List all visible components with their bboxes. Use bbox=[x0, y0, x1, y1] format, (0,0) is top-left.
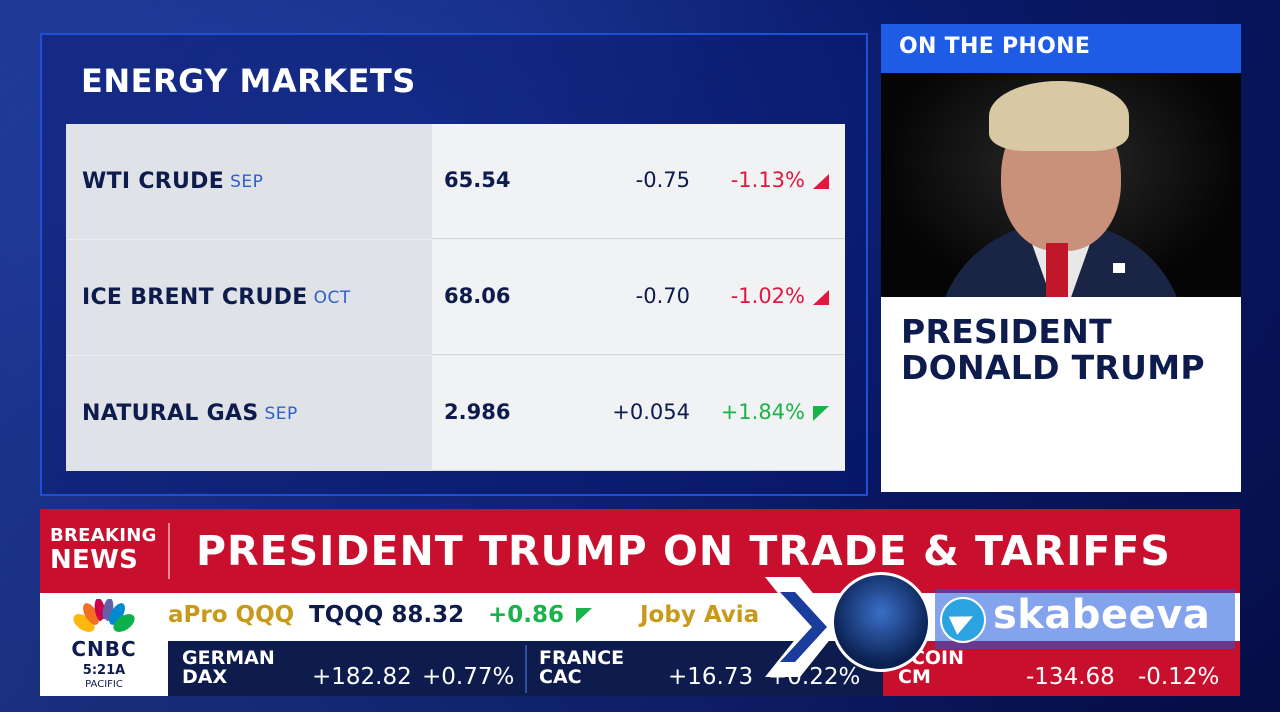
percent-change: +1.84% bbox=[720, 400, 805, 424]
price: 2.986 bbox=[444, 400, 511, 424]
change: +0.054 bbox=[612, 400, 690, 424]
index-value: +182.82 bbox=[312, 664, 412, 690]
divider bbox=[525, 645, 527, 693]
contract-month: SEP bbox=[264, 403, 298, 424]
network-logo-box: CNBC 5:21A PACIFIC bbox=[40, 593, 168, 696]
guest-photo bbox=[881, 73, 1241, 297]
headline: PRESIDENT TRUMP ON TRADE & TARIFFS bbox=[196, 527, 1171, 575]
commodity-name: WTI CRUDE bbox=[82, 169, 225, 194]
change: -0.75 bbox=[635, 168, 690, 192]
index-pct: -0.12% bbox=[1138, 664, 1220, 690]
ticker-item: +0.86 bbox=[488, 602, 565, 628]
down-arrow-icon bbox=[813, 174, 829, 189]
energy-markets-table: WTI CRUDE SEP 65.54 -0.75 -1.13% ICE BRE… bbox=[66, 124, 845, 471]
index-name: GERMAN DAX bbox=[182, 647, 275, 688]
on-the-phone-panel: ON THE PHONE PRESIDENT DONALD TRUMP bbox=[881, 24, 1241, 492]
up-arrow-icon bbox=[813, 406, 829, 421]
price: 68.06 bbox=[444, 284, 511, 308]
peacock-icon bbox=[73, 599, 135, 635]
contract-month: SEP bbox=[230, 171, 264, 192]
telegram-icon bbox=[940, 597, 986, 643]
percent-change: -1.13% bbox=[730, 168, 805, 192]
commodity-name: NATURAL GAS bbox=[82, 401, 259, 426]
index-name: FRANCE CAC bbox=[539, 647, 625, 688]
ticker-bottom: GERMAN DAX +182.82 +0.77% FRANCE CAC +16… bbox=[168, 641, 1240, 696]
cnbc-logo-text: CNBC bbox=[71, 637, 137, 661]
change: -0.70 bbox=[635, 284, 690, 308]
markets-title: ENERGY MARKETS bbox=[81, 62, 416, 100]
index-pct: +0.77% bbox=[422, 664, 515, 690]
divider bbox=[168, 523, 170, 579]
phone-header: ON THE PHONE bbox=[881, 24, 1241, 73]
table-row: NATURAL GAS SEP 2.986 +0.054 +1.84% bbox=[66, 356, 845, 471]
ticker-item: aPro QQQ bbox=[168, 602, 295, 628]
down-arrow-icon bbox=[813, 290, 829, 305]
ticker-item: TQQQ 88.32 bbox=[309, 602, 465, 628]
commodity-name: ICE BRENT CRUDE bbox=[82, 285, 308, 310]
contract-month: OCT bbox=[313, 287, 351, 308]
watermark-text: skabeeva bbox=[993, 592, 1211, 638]
chevron-right-icon bbox=[765, 577, 840, 677]
breaking-news-banner: BREAKING NEWS PRESIDENT TRUMP ON TRADE &… bbox=[40, 509, 1240, 593]
ticker-item: Joby Avia bbox=[640, 602, 760, 628]
index-value: -134.68 bbox=[1026, 664, 1115, 690]
price: 65.54 bbox=[444, 168, 511, 192]
up-arrow-icon bbox=[576, 608, 592, 623]
table-row: WTI CRUDE SEP 65.54 -0.75 -1.13% bbox=[66, 124, 845, 239]
breaking-news-label: BREAKING NEWS bbox=[50, 525, 157, 575]
table-row: ICE BRENT CRUDE OCT 68.06 -0.70 -1.02% bbox=[66, 240, 845, 355]
avatar bbox=[831, 572, 931, 672]
index-value: +16.73 bbox=[668, 664, 754, 690]
guest-name: PRESIDENT DONALD TRUMP bbox=[901, 312, 1205, 387]
percent-change: -1.02% bbox=[730, 284, 805, 308]
flag-pin-icon bbox=[1113, 263, 1125, 273]
clock: 5:21A PACIFIC bbox=[82, 663, 126, 691]
channel-watermark: skabeeva bbox=[755, 572, 1255, 682]
